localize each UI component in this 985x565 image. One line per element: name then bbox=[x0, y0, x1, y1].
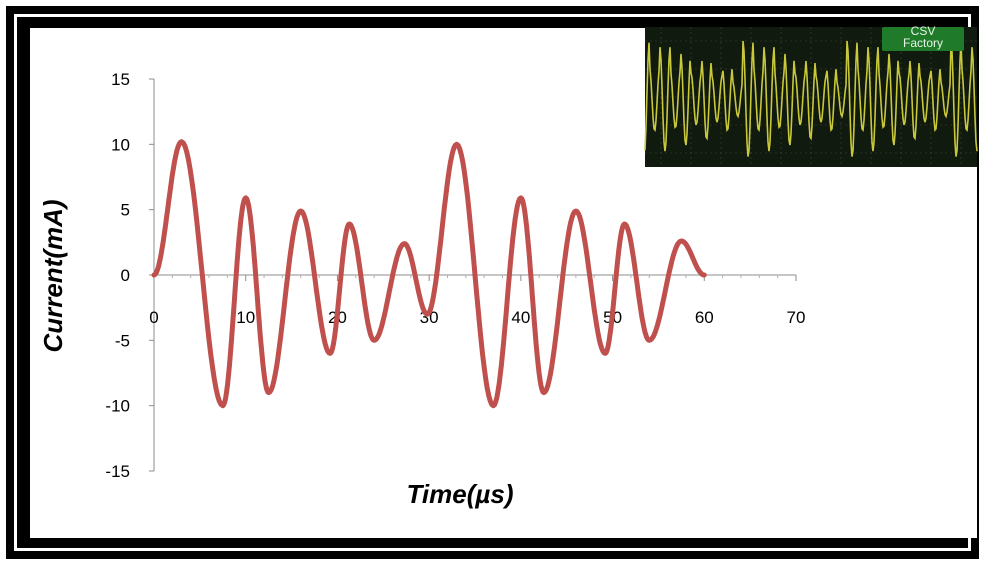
y-tick-label: 15 bbox=[111, 70, 130, 89]
y-tick-label: 0 bbox=[121, 266, 130, 285]
oscilloscope-inset: CSV Factory bbox=[644, 24, 978, 167]
y-axis-ticks: 15 10 5 0 -5 -10 -15 bbox=[105, 70, 154, 481]
x-axis-title: Time(µs) bbox=[407, 479, 514, 509]
x-tick-label: 40 bbox=[511, 308, 530, 327]
oscilloscope-trace bbox=[644, 40, 978, 157]
x-tick-label: 70 bbox=[787, 308, 806, 327]
x-tick-label: 60 bbox=[695, 308, 714, 327]
y-tick-label: 10 bbox=[111, 135, 130, 154]
y-axis-title: Current(mA) bbox=[38, 199, 68, 352]
csv-factory-badge-text-line2: Factory bbox=[903, 36, 943, 50]
y-tick-label: 5 bbox=[121, 201, 130, 220]
current-series-line bbox=[151, 139, 707, 409]
y-tick-label: -15 bbox=[105, 462, 130, 481]
x-tick-label: 10 bbox=[236, 308, 255, 327]
y-tick-label: -10 bbox=[105, 397, 130, 416]
y-tick-label: -5 bbox=[115, 331, 130, 350]
x-tick-label: 0 bbox=[149, 308, 158, 327]
csv-factory-badge-text: CSV bbox=[911, 24, 936, 38]
csv-factory-badge bbox=[882, 27, 964, 51]
